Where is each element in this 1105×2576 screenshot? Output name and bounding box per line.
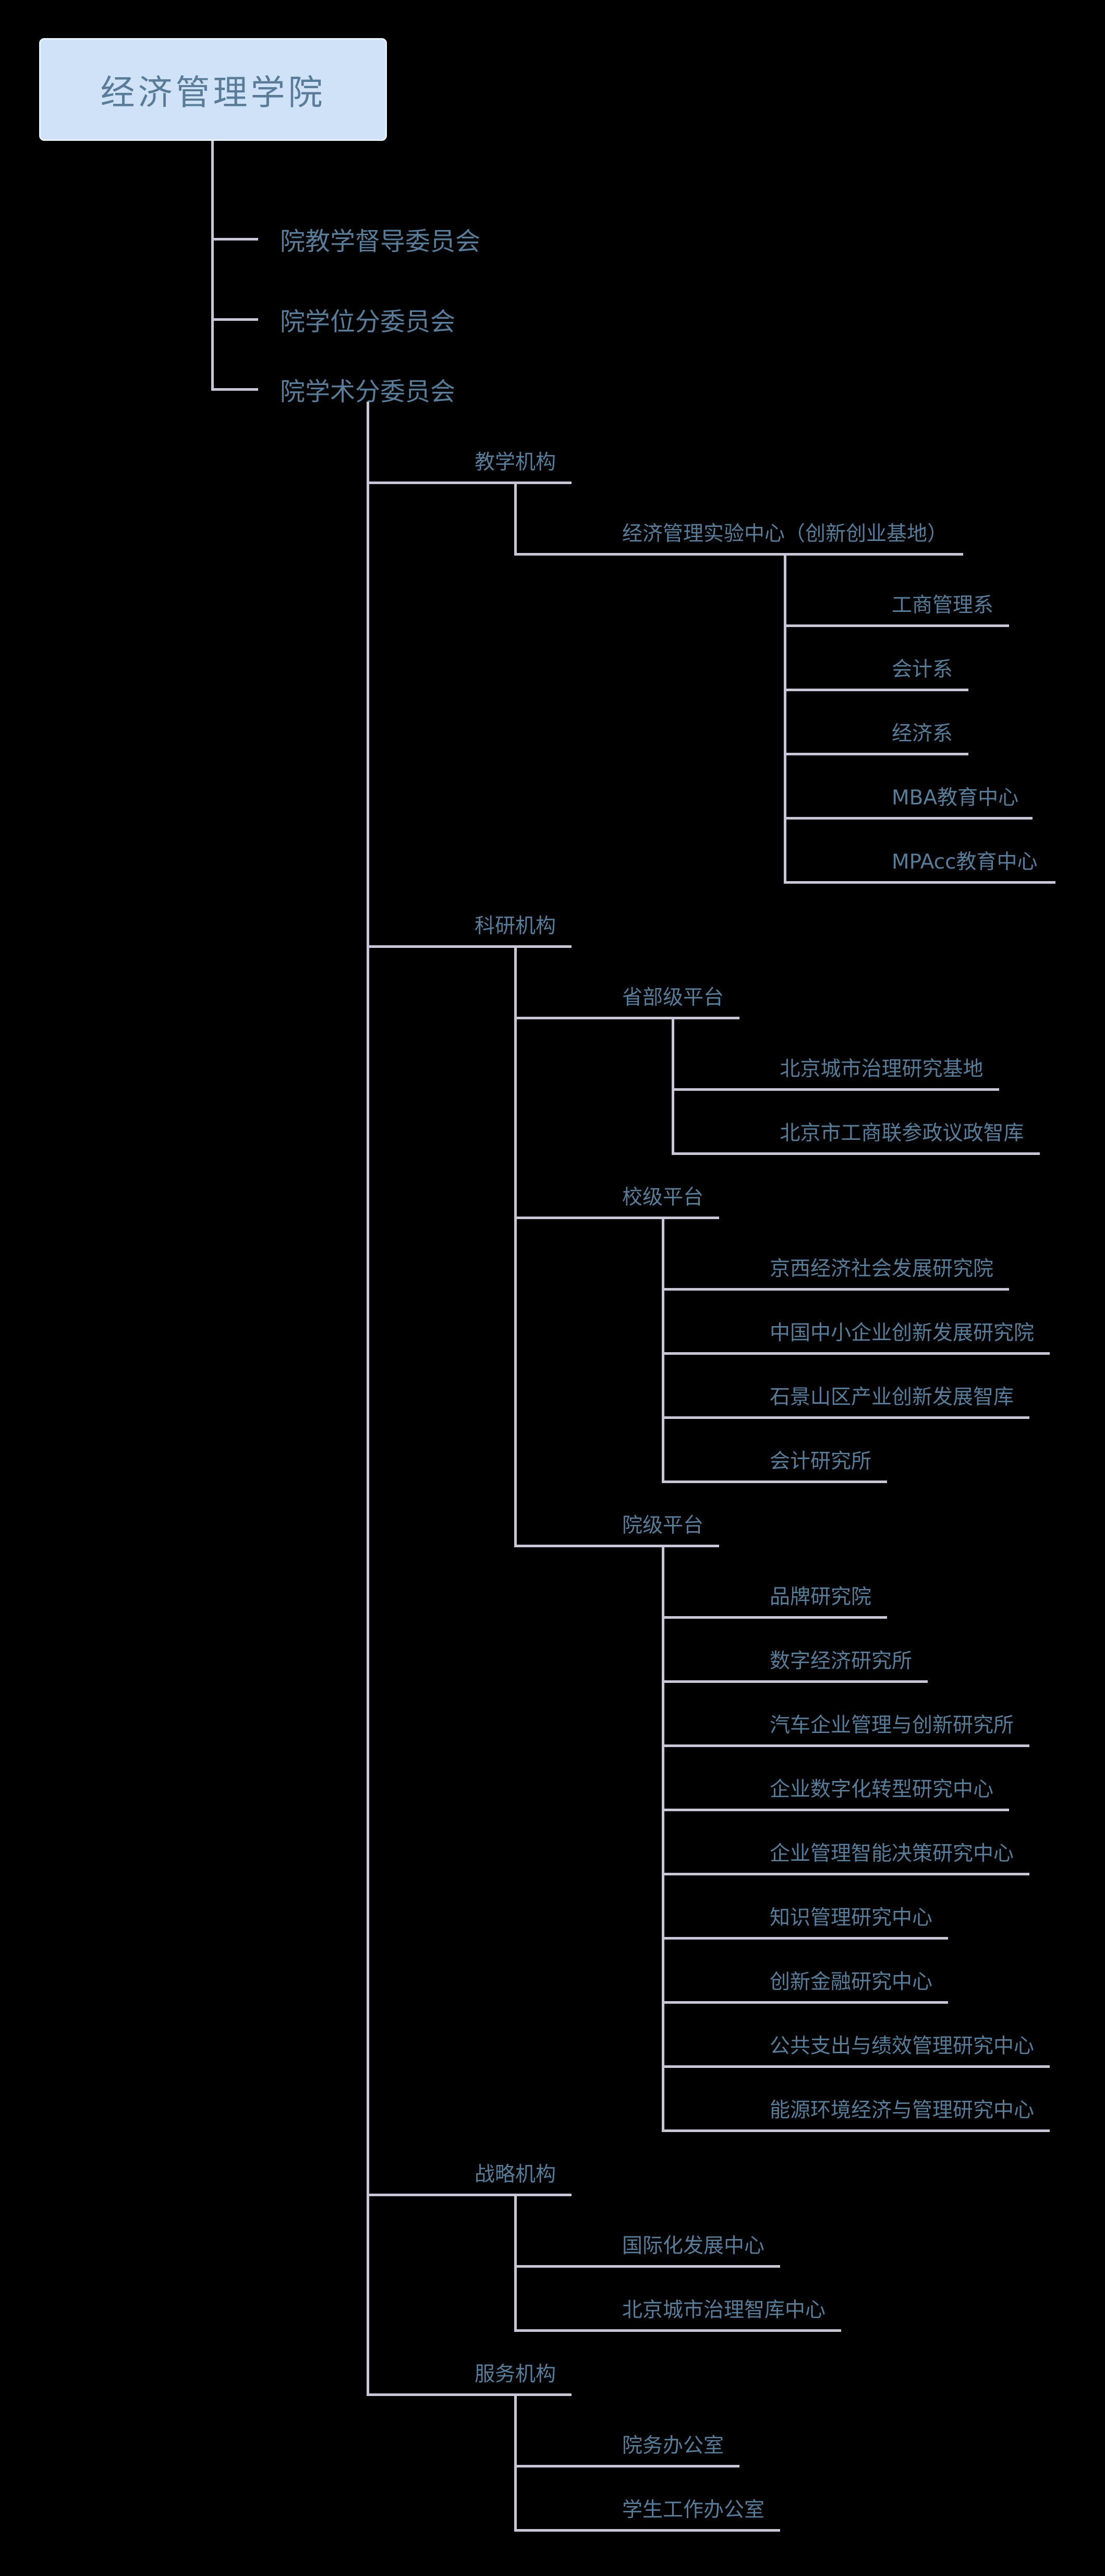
tree-node-label: 科研机构	[475, 914, 556, 938]
tree-node-label: 院学术分委员会	[280, 377, 456, 406]
tree-node-label: 会计研究所	[770, 1450, 872, 1473]
node-underline	[663, 1873, 1029, 1875]
node-underline	[663, 2129, 1050, 2132]
tree-node-label: 会计系	[892, 658, 953, 681]
node-underline	[785, 753, 968, 755]
node-underline	[663, 1937, 948, 1940]
tree-node-label: 公共支出与绩效管理研究中心	[770, 2035, 1035, 2058]
tree-node-label: 经济系	[892, 722, 953, 745]
node-underline	[515, 2465, 739, 2467]
node-underline	[368, 2194, 572, 2196]
connector-stem	[661, 1217, 664, 1483]
node-underline	[663, 1744, 1029, 1747]
node-underline	[663, 1680, 928, 1683]
connector-tick	[211, 237, 258, 240]
node-underline	[515, 2329, 841, 2332]
node-underline	[663, 2001, 948, 2004]
connector-stem	[672, 1017, 674, 1155]
tree-node-label: 校级平台	[622, 1186, 704, 1209]
tree-node-label: 创新金融研究中心	[770, 1970, 933, 1994]
connector-stem	[514, 482, 517, 556]
node-underline	[515, 2529, 780, 2532]
tree-node-label: 数字经济研究所	[770, 1650, 913, 1673]
node-underline	[663, 1616, 887, 1619]
tree-node-label: 京西经济社会发展研究院	[770, 1257, 994, 1281]
node-underline	[663, 1480, 887, 1483]
tree-node-label: 企业管理智能决策研究中心	[770, 1842, 1014, 1865]
node-underline	[663, 1352, 1050, 1355]
node-underline	[663, 1288, 1009, 1291]
node-underline	[785, 817, 1033, 820]
connector-stem	[514, 2194, 517, 2332]
tree-node-label: 院学位分委员会	[280, 307, 456, 336]
connector-stem	[514, 2393, 517, 2532]
node-underline	[368, 945, 572, 948]
tree-node-label: 教学机构	[475, 451, 556, 474]
root-node-label: 经济管理学院	[100, 72, 326, 113]
node-underline	[368, 482, 572, 484]
connector-stem	[661, 1545, 664, 2132]
node-underline	[515, 1217, 719, 1219]
node-underline	[515, 1545, 719, 1547]
node-underline	[785, 624, 1009, 627]
node-underline	[785, 881, 1055, 884]
connector-stem	[366, 402, 369, 2396]
node-underline	[663, 2065, 1050, 2068]
node-underline	[515, 553, 963, 556]
tree-node-label: 能源环境经济与管理研究中心	[770, 2099, 1035, 2122]
tree-node-label: 院教学督导委员会	[280, 227, 481, 256]
tree-node-label: 北京城市治理智库中心	[622, 2298, 826, 2322]
node-underline	[785, 689, 968, 691]
node-underline	[663, 1416, 1029, 1419]
node-underline	[368, 2393, 572, 2396]
connector-stem	[783, 553, 786, 884]
connector-stem	[514, 945, 517, 1547]
tree-node-label: 省部级平台	[622, 986, 724, 1009]
tree-node-label: 战略机构	[475, 2163, 556, 2186]
tree-node-label: 北京市工商联参政议政智库	[780, 1122, 1024, 1145]
tree-node-label: 经济管理实验中心（创新创业基地）	[622, 522, 948, 546]
tree-node-label: 国际化发展中心	[622, 2234, 765, 2258]
node-underline	[673, 1088, 999, 1091]
tree-node-label: 品牌研究院	[770, 1585, 872, 1609]
tree-node-label: 院务办公室	[622, 2434, 724, 2458]
tree-node-label: 工商管理系	[892, 594, 994, 617]
tree-node-label: 学生工作办公室	[622, 2498, 765, 2522]
root-node: 经济管理学院	[39, 38, 387, 141]
tree-node-label: 企业数字化转型研究中心	[770, 1778, 994, 1801]
tree-node-label: 知识管理研究中心	[770, 1906, 933, 1930]
tree-node-label: 院级平台	[622, 1514, 704, 1537]
tree-node-label: 汽车企业管理与创新研究所	[770, 1714, 1014, 1737]
tree-node-label: MBA教育中心	[892, 786, 1019, 810]
root-stem	[211, 141, 214, 391]
node-underline	[673, 1152, 1040, 1155]
tree-node-label: 石景山区产业创新发展智库	[770, 1386, 1014, 1409]
node-underline	[515, 2265, 780, 2268]
tree-node-label: MPAcc教育中心	[892, 850, 1038, 874]
node-underline	[515, 1017, 739, 1019]
node-underline	[663, 1809, 1009, 1811]
connector-tick	[211, 318, 258, 321]
connector-tick	[211, 388, 258, 391]
tree-node-label: 服务机构	[475, 2363, 556, 2386]
tree-node-label: 北京城市治理研究基地	[780, 1057, 983, 1081]
tree-node-label: 中国中小企业创新发展研究院	[770, 1321, 1035, 1345]
